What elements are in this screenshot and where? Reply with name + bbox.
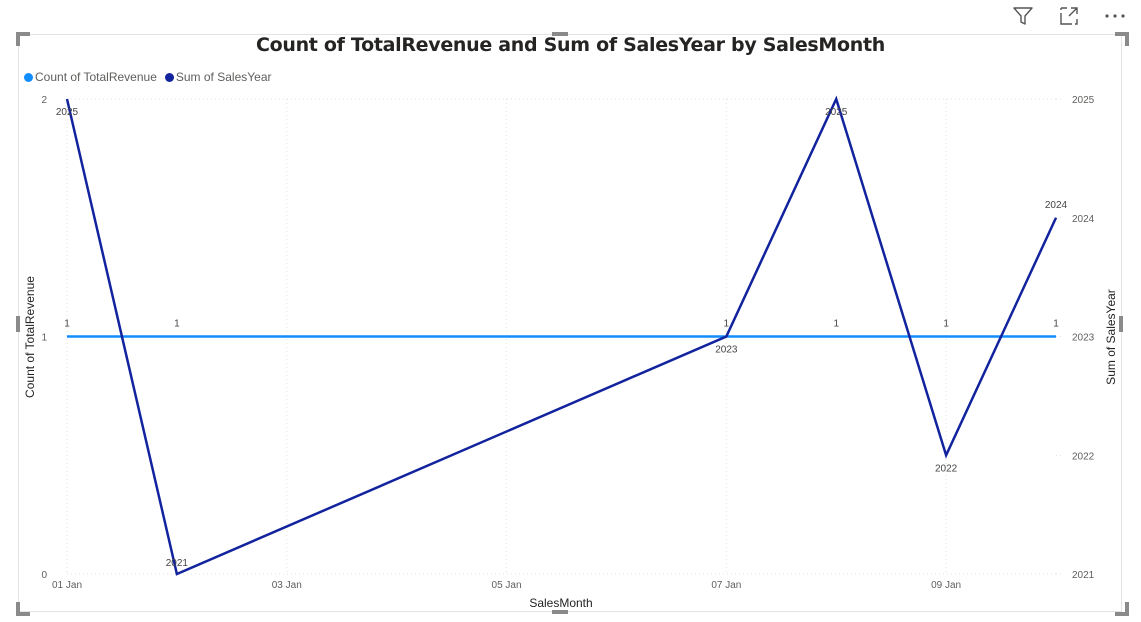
data-label-count-revenue: 1: [174, 319, 180, 330]
series-line-sum-salesyear[interactable]: [65, 95, 1058, 576]
resize-handle-top[interactable]: [552, 32, 568, 36]
right-axis-title: Sum of SalesYear: [1104, 289, 1118, 385]
legend-item-sum-salesyear[interactable]: Sum of SalesYear: [164, 70, 272, 84]
data-labels: 1 1 1 1 1 1 2025 2021 2023 2025 2022 2024: [56, 107, 1068, 569]
legend-label-sum-salesyear: Sum of SalesYear: [175, 70, 272, 84]
data-label-sum-salesyear: 2021: [166, 558, 189, 569]
chart-title: Count of TotalRevenue and Sum of SalesYe…: [255, 34, 886, 56]
x-axis-ticks: 01 Jan 03 Jan 05 Jan 07 Jan 09 Jan: [52, 580, 961, 591]
legend-marker-count-revenue: [24, 72, 33, 82]
data-label-count-revenue: 1: [724, 319, 730, 330]
data-label-sum-salesyear: 2024: [1045, 200, 1068, 211]
x-tick-label: 01 Jan: [52, 580, 82, 591]
x-tick-label: 03 Jan: [272, 580, 302, 591]
left-axis-title: Count of TotalRevenue: [23, 276, 37, 398]
resize-handle-right[interactable]: [1119, 316, 1123, 332]
right-tick-label: 2023: [1072, 333, 1095, 344]
x-axis-title: SalesMonth: [529, 596, 592, 610]
data-label-count-revenue: 1: [943, 319, 949, 330]
more-options-button[interactable]: [1103, 4, 1127, 28]
resize-handle-left[interactable]: [16, 316, 20, 332]
resize-corner-top-right[interactable]: [1115, 32, 1129, 46]
right-axis-ticks: 2021 2022 2023 2024 2025: [1072, 95, 1095, 581]
right-tick-label: 2025: [1072, 95, 1095, 106]
data-label-sum-salesyear: 2022: [935, 463, 958, 474]
focus-mode-button[interactable]: [1057, 4, 1081, 28]
chart-legend: Count of TotalRevenue Sum of SalesYear: [24, 70, 272, 84]
resize-corner-bottom-right[interactable]: [1115, 602, 1129, 616]
focus-mode-icon: [1060, 7, 1078, 25]
data-label-count-revenue: 1: [833, 319, 839, 330]
more-options-icon: [1105, 14, 1125, 18]
resize-corner-top-left[interactable]: [16, 32, 30, 46]
legend-label-count-revenue: Count of TotalRevenue: [35, 70, 157, 84]
resize-handle-bottom[interactable]: [552, 610, 568, 614]
x-tick-label: 07 Jan: [711, 580, 741, 591]
data-label-count-revenue: 1: [64, 319, 70, 330]
filter-icon: [1013, 7, 1033, 25]
left-tick-label: 2: [41, 95, 47, 106]
data-label-sum-salesyear: 2025: [825, 107, 848, 118]
left-tick-label: 0: [41, 570, 47, 581]
left-axis-ticks: 0 1 2: [41, 95, 47, 581]
series-lines: [65, 95, 1058, 576]
left-tick-label: 1: [41, 333, 47, 344]
data-label-sum-salesyear: 2025: [56, 107, 79, 118]
legend-marker-sum-salesyear: [164, 72, 174, 82]
data-label-count-revenue: 1: [1053, 319, 1059, 330]
right-tick-label: 2022: [1072, 451, 1095, 462]
data-label-sum-salesyear: 2023: [715, 345, 738, 356]
resize-corner-bottom-left[interactable]: [16, 602, 30, 616]
right-tick-label: 2021: [1072, 570, 1095, 581]
filter-button[interactable]: [1011, 4, 1035, 28]
right-tick-label: 2024: [1072, 214, 1095, 225]
visual-header-toolbar: [1011, 4, 1127, 28]
x-tick-label: 09 Jan: [931, 580, 961, 591]
x-tick-label: 05 Jan: [492, 580, 522, 591]
legend-item-count-revenue[interactable]: Count of TotalRevenue: [24, 70, 157, 84]
